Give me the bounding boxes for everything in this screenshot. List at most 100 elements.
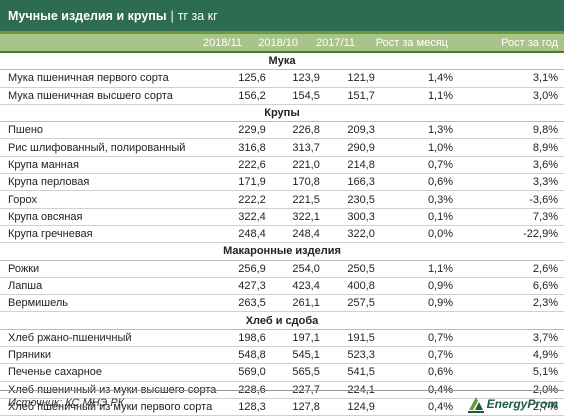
price-2018-10: 221,0 xyxy=(265,156,320,175)
growth-month: 0,7% xyxy=(374,156,454,175)
growth-month: 0,9% xyxy=(374,294,454,313)
growth-month: 0,4% xyxy=(374,398,454,417)
table-row: Рожки 256,9 254,0 250,5 1,1% 2,6% xyxy=(0,260,564,278)
product-name: Крупа манная xyxy=(0,156,217,175)
section-title: Крупы xyxy=(0,104,564,123)
table-row: Печенье сахарное 569,0 565,5 541,5 0,6% 5,1% xyxy=(0,363,564,382)
table-row: Хлеб пшеничный из муки высшего сорта 228,… xyxy=(0,381,564,399)
price-2018-10: 322,1 xyxy=(265,208,320,226)
footer: Источник: КС МНЭ РК EnergyProm xyxy=(0,390,564,417)
price-2018-10: 254,0 xyxy=(265,260,320,278)
growth-year: 9,8% xyxy=(453,121,564,140)
price-2018-10: 423,4 xyxy=(265,277,320,296)
logo-mark-icon xyxy=(467,397,484,413)
price-2017-11: 523,3 xyxy=(319,346,375,365)
growth-month: 1,1% xyxy=(374,87,454,105)
column-header-2018-11: 2018/11 xyxy=(203,37,242,49)
product-name: Хлеб ржано-пшеничный xyxy=(0,329,217,348)
growth-month: 0,7% xyxy=(374,329,454,348)
growth-year: 3,7% xyxy=(453,329,564,348)
section-header-row: Хлеб и сдоба xyxy=(0,311,564,330)
column-header-2018-10: 2018/10 xyxy=(258,37,298,49)
growth-year: 3,6% xyxy=(453,156,564,175)
table-row: Крупа перловая 171,9 170,8 166,3 0,6% 3,3% xyxy=(0,173,564,192)
price-2018-11: 548,8 xyxy=(216,346,266,365)
price-2018-10: 226,8 xyxy=(265,121,320,140)
price-2018-11: 222,2 xyxy=(216,190,266,209)
product-name: Крупа овсяная xyxy=(0,208,217,226)
price-2018-11: 125,6 xyxy=(216,69,266,88)
price-2017-11: 209,3 xyxy=(319,121,375,140)
growth-year: -3,6% xyxy=(453,190,564,209)
growth-month: 1,3% xyxy=(374,121,454,140)
growth-year: 8,9% xyxy=(453,138,564,157)
product-name: Лапша xyxy=(0,277,217,296)
growth-month: 0,9% xyxy=(374,277,454,296)
growth-year: 4,9% xyxy=(453,346,564,365)
price-2018-10: 248,4 xyxy=(265,225,320,244)
price-2018-10: 221,5 xyxy=(265,190,320,209)
title-separator: | xyxy=(170,8,174,23)
growth-year: 3,1% xyxy=(453,69,564,88)
price-2018-11: 263,5 xyxy=(216,294,266,313)
price-2017-11: 151,7 xyxy=(319,87,375,105)
price-2018-11: 128,3 xyxy=(216,398,266,417)
growth-month: 0,3% xyxy=(374,190,454,209)
column-header-year-growth: Рост за год xyxy=(501,37,558,49)
growth-month: 0,6% xyxy=(374,363,454,382)
price-2018-11: 322,4 xyxy=(216,208,266,226)
price-2018-11: 569,0 xyxy=(216,363,266,382)
section-title: Хлеб и сдоба xyxy=(0,311,564,330)
price-table: Мука Мука пшеничная первого сорта 125,6 123… xyxy=(0,53,564,417)
growth-month: 0,0% xyxy=(374,225,454,244)
price-2018-11: 427,3 xyxy=(216,277,266,296)
price-2017-11: 230,5 xyxy=(319,190,375,209)
price-2017-11: 250,5 xyxy=(319,260,375,278)
logo-text: EnergyProm xyxy=(486,397,558,411)
table-row: Крупа гречневая 248,4 248,4 322,0 0,0% -22,9% xyxy=(0,225,564,244)
price-2017-11: 541,5 xyxy=(319,363,375,382)
table-row: Пшено 229,9 226,8 209,3 1,3% 9,8% xyxy=(0,121,564,140)
price-2017-11: 191,5 xyxy=(319,329,375,348)
product-name: Мука пшеничная первого сорта xyxy=(0,69,217,88)
price-2017-11: 214,8 xyxy=(319,156,375,175)
source-note: Источник: КС МНЭ РК xyxy=(8,397,125,409)
product-name: Рожки xyxy=(0,260,217,278)
section-header-row: Крупы xyxy=(0,104,564,123)
price-2017-11: 124,9 xyxy=(319,398,375,417)
table-row: Горох 222,2 221,5 230,5 0,3% -3,6% xyxy=(0,190,564,209)
price-2018-11: 256,9 xyxy=(216,260,266,278)
price-2018-10: 545,1 xyxy=(265,346,320,365)
accent-strip xyxy=(0,31,564,34)
table-row: Хлеб ржано-пшеничный 198,6 197,1 191,5 0,7% 3… xyxy=(0,329,564,348)
price-2018-10: 565,5 xyxy=(265,363,320,382)
growth-year: 6,6% xyxy=(453,277,564,296)
table-row: Крупа овсяная 322,4 322,1 300,3 0,1% 7,3% xyxy=(0,208,564,226)
price-2017-11: 300,3 xyxy=(319,208,375,226)
product-name: Хлеб пшеничный из муки первого сорта xyxy=(0,398,217,417)
table-row: Лапша 427,3 423,4 400,8 0,9% 6,6% xyxy=(0,277,564,296)
price-2017-11: 290,9 xyxy=(319,138,375,157)
title-unit: тг за кг xyxy=(177,8,218,23)
table-row: Мука пшеничная высшего сорта 156,2 154,5 15… xyxy=(0,87,564,105)
price-2018-10: 313,7 xyxy=(265,138,320,157)
price-2018-11: 248,4 xyxy=(216,225,266,244)
price-2017-11: 166,3 xyxy=(319,173,375,192)
product-name: Вермишель xyxy=(0,294,217,313)
product-name: Пряники xyxy=(0,346,217,365)
column-header-month-growth: Рост за месяц xyxy=(375,37,448,49)
growth-year: -22,9% xyxy=(453,225,564,244)
growth-year: 5,1% xyxy=(453,363,564,382)
price-2018-11: 229,9 xyxy=(216,121,266,140)
product-name: Печенье сахарное xyxy=(0,363,217,382)
price-2017-11: 400,8 xyxy=(319,277,375,296)
table-row: Хлеб пшеничный из муки первого сорта 128,… xyxy=(0,398,564,417)
price-2018-10: 170,8 xyxy=(265,173,320,192)
price-2018-10: 154,5 xyxy=(265,87,320,105)
price-2018-11: 156,2 xyxy=(216,87,266,105)
price-2018-10: 197,1 xyxy=(265,329,320,348)
column-header-2017-11: 2017/11 xyxy=(316,37,355,49)
price-2018-10: 261,1 xyxy=(265,294,320,313)
section-header-row: Макаронные изделия xyxy=(0,242,564,261)
growth-year: 3,3% xyxy=(453,173,564,192)
